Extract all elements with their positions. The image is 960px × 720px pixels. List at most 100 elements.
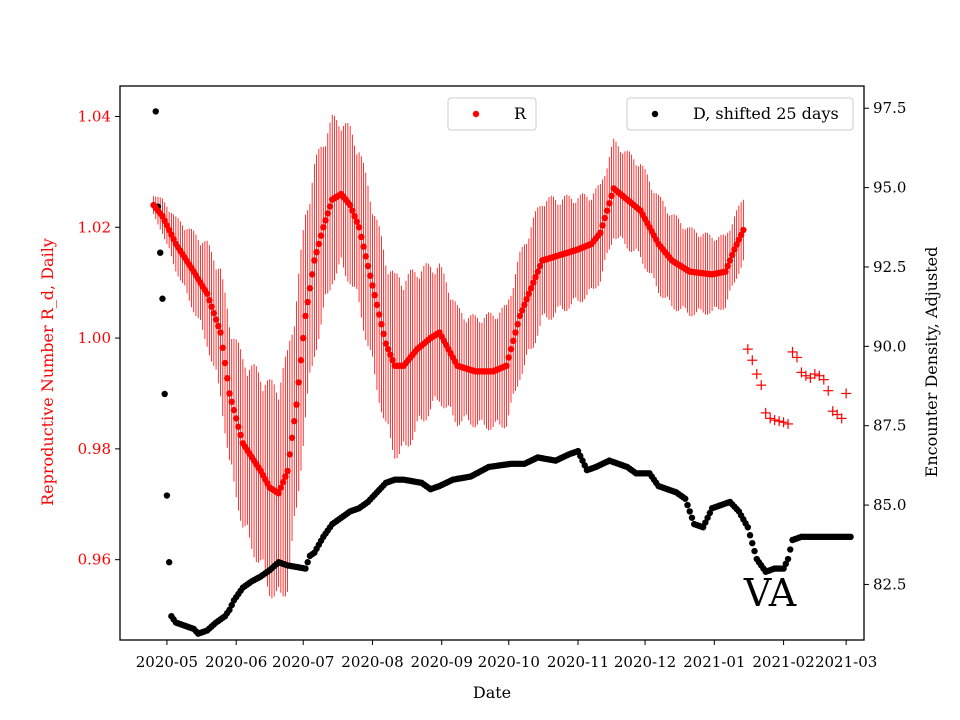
d-point	[682, 495, 689, 502]
r-point	[367, 272, 374, 279]
y-right-tick-label: 82.5	[873, 575, 906, 593]
x-tick-label: 2020-10	[478, 653, 540, 671]
r-point	[288, 434, 296, 441]
r-point	[601, 214, 609, 222]
x-tick-label: 2020-11	[547, 653, 609, 671]
d-point	[577, 452, 584, 460]
y-left-tick-label: 0.96	[78, 551, 111, 569]
r-point	[224, 375, 231, 382]
d-point	[684, 501, 691, 509]
r-point	[320, 224, 327, 231]
legend-d-frame	[626, 97, 854, 131]
y-right-tick-label: 95.0	[873, 179, 906, 197]
legend-r-label: R	[514, 104, 527, 123]
r-point	[315, 240, 323, 248]
d-point	[163, 492, 171, 499]
r-point	[237, 431, 244, 439]
r-point	[230, 406, 238, 414]
r-point	[279, 478, 287, 486]
r-point	[373, 301, 381, 309]
r-point	[360, 243, 367, 250]
d-point	[226, 606, 233, 614]
r-point	[219, 344, 226, 351]
r-point	[737, 231, 745, 239]
x-tick-label: 2020-12	[614, 653, 676, 671]
r-point	[355, 224, 363, 231]
r-point	[317, 232, 325, 239]
d-point	[847, 533, 854, 541]
y-left-tick-label: 0.98	[78, 440, 111, 458]
x-tick-label: 2020-05	[136, 653, 198, 671]
r-point	[277, 484, 285, 491]
d-point	[751, 547, 758, 555]
d-series	[152, 108, 854, 637]
r-point	[599, 222, 606, 229]
r-point	[735, 236, 743, 243]
r-point	[295, 379, 302, 386]
r-point	[208, 303, 215, 310]
r-point	[284, 467, 291, 475]
x-tick-label: 2020-06	[205, 653, 267, 671]
r-point	[375, 311, 383, 318]
x-axis-title: Date	[473, 683, 511, 702]
d-point	[152, 108, 159, 115]
x-tick-label: 2020-09	[411, 653, 473, 671]
plot-frame	[119, 85, 865, 641]
r-point	[722, 268, 729, 275]
d-point	[159, 295, 166, 302]
r-point	[351, 212, 358, 220]
r-point	[306, 285, 314, 292]
r-point	[364, 262, 372, 270]
y-left-tick-label: 1.04	[78, 107, 111, 125]
d-point	[706, 509, 714, 517]
r-point	[514, 321, 521, 328]
r-point	[534, 268, 542, 275]
r-point	[313, 249, 320, 256]
d-point	[749, 539, 756, 547]
y-right-tick-label: 90.0	[873, 337, 906, 355]
r-point	[369, 282, 376, 289]
x-tick-label: 2020-07	[272, 653, 334, 671]
r-point	[308, 271, 316, 278]
d-point	[704, 514, 711, 521]
d-point	[699, 524, 707, 531]
legend-r-marker	[472, 110, 480, 118]
r-point	[353, 218, 361, 225]
r-point	[521, 301, 528, 309]
x-axis: 2020-05 2020-06 2020-07 2020-08 2020-09 2020-…	[136, 640, 877, 671]
r-point	[302, 312, 309, 320]
r-point	[387, 351, 394, 358]
d-point	[787, 546, 794, 553]
r-point	[505, 354, 512, 361]
r-point	[740, 226, 747, 234]
x-tick-label: 2021-01	[683, 653, 745, 671]
r-point	[203, 290, 211, 297]
d-point	[302, 565, 309, 572]
r-point	[724, 262, 731, 270]
legend-d-label: D, shifted 25 days	[693, 104, 839, 123]
x-tick-label: 2021-03	[815, 653, 877, 671]
r-point	[304, 298, 311, 306]
d-point	[782, 560, 790, 568]
r-point	[516, 312, 524, 320]
r-point	[286, 451, 294, 458]
d-point	[686, 508, 693, 515]
r-point	[282, 473, 289, 480]
r-point	[324, 210, 331, 217]
d-point	[746, 532, 754, 539]
r-point	[731, 246, 738, 253]
x-tick-label: 2020-08	[341, 653, 403, 671]
r-point	[384, 345, 392, 353]
r-point	[606, 200, 613, 207]
r-point	[293, 401, 300, 408]
r-point	[527, 285, 535, 292]
r-point	[349, 207, 356, 214]
r-point	[728, 251, 736, 259]
r-point	[235, 423, 242, 430]
r-point	[530, 279, 537, 286]
y-left-tick-label: 1.02	[78, 218, 111, 236]
r-point	[603, 207, 611, 214]
y-right-tick-label: 87.5	[873, 417, 906, 435]
legend-r-frame	[447, 97, 537, 131]
